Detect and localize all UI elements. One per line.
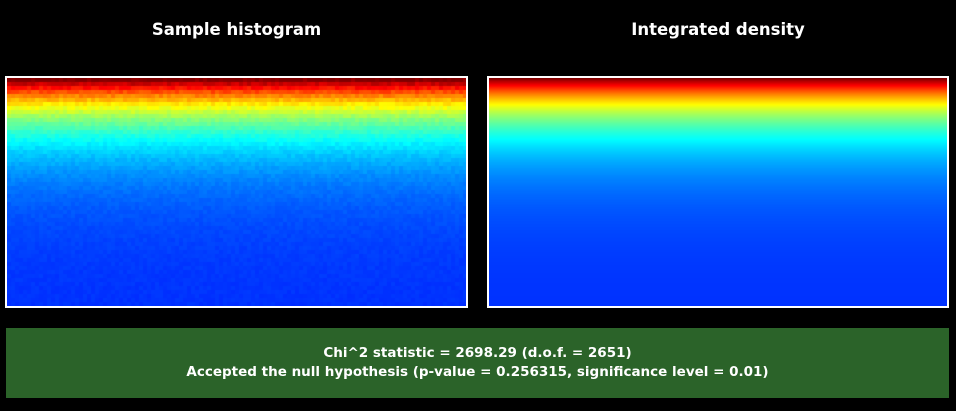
hypothesis-decision-text: Accepted the null hypothesis (p-value = … xyxy=(186,364,769,380)
chi-square-result-box: Chi^2 statistic = 2698.29 (d.o.f. = 2651… xyxy=(6,328,949,398)
sample-histogram-heatmap xyxy=(7,78,466,306)
sample-histogram-panel xyxy=(5,76,468,308)
integrated-density-panel xyxy=(487,76,949,308)
sample-histogram-title: Sample histogram xyxy=(151,20,322,39)
integrated-density-heatmap xyxy=(489,78,947,306)
integrated-density-title: Integrated density xyxy=(631,20,805,39)
chi-square-statistic-text: Chi^2 statistic = 2698.29 (d.o.f. = 2651… xyxy=(323,345,632,361)
